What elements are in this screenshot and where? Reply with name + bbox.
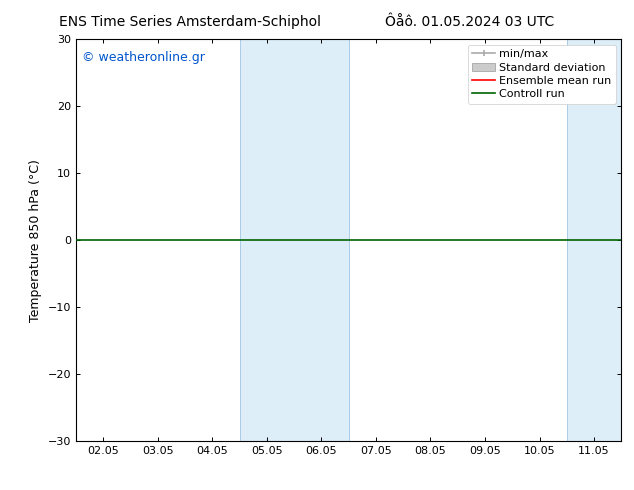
Text: Ôåô. 01.05.2024 03 UTC: Ôåô. 01.05.2024 03 UTC bbox=[385, 15, 553, 29]
Bar bbox=[240, 39, 349, 441]
Y-axis label: Temperature 850 hPa (°C): Temperature 850 hPa (°C) bbox=[29, 159, 42, 321]
Bar bbox=[567, 39, 634, 441]
Legend: min/max, Standard deviation, Ensemble mean run, Controll run: min/max, Standard deviation, Ensemble me… bbox=[468, 45, 616, 104]
Text: © weatheronline.gr: © weatheronline.gr bbox=[82, 51, 204, 64]
Text: ENS Time Series Amsterdam-Schiphol: ENS Time Series Amsterdam-Schiphol bbox=[59, 15, 321, 29]
